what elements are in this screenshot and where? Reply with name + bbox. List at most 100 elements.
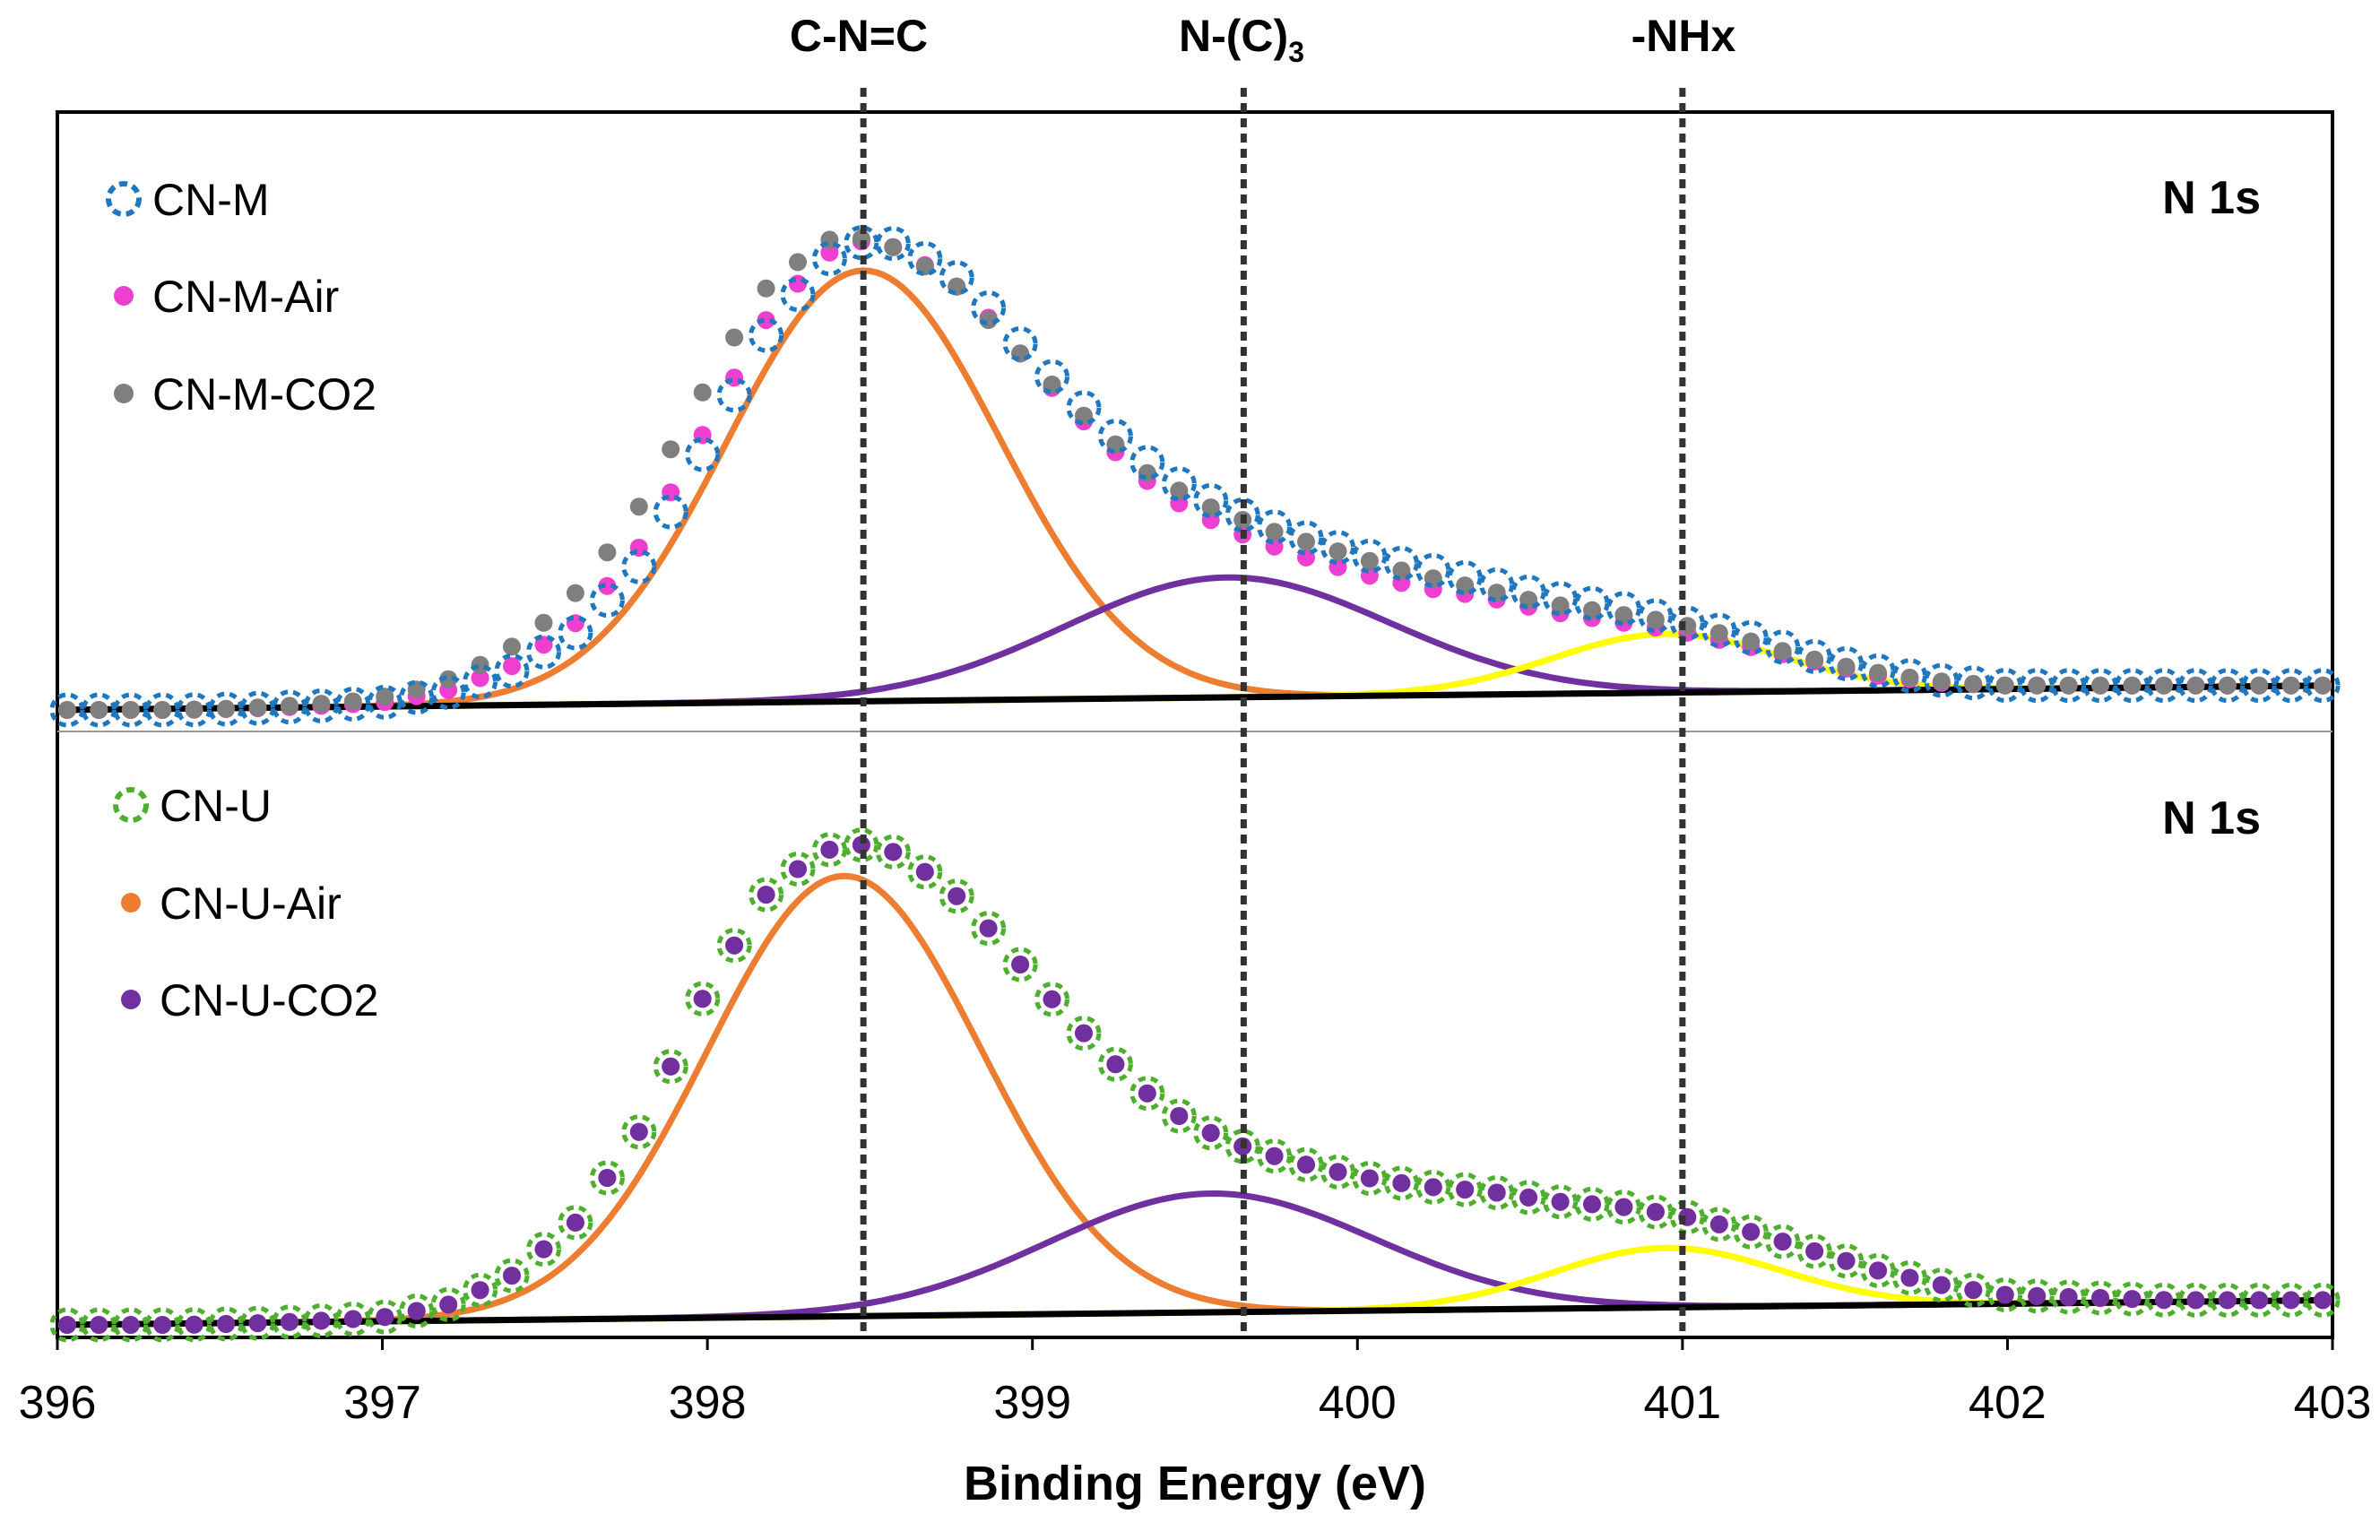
point-cn-m	[303, 688, 339, 723]
point-cn-m-co2	[2123, 676, 2142, 695]
point-cn-u	[1860, 1252, 1896, 1288]
point-cn-u	[2082, 1280, 2118, 1316]
point-cn-u-co2	[90, 1316, 108, 1334]
point-cn-m-co2	[2028, 676, 2047, 695]
point-cn-u	[1669, 1199, 1705, 1235]
data-markers	[49, 225, 2341, 1343]
point-cn-u-co2	[281, 1312, 299, 1331]
point-cn-m	[1733, 619, 1769, 655]
point-cn-m	[208, 691, 244, 727]
point-cn-m-air	[598, 576, 617, 595]
point-cn-m	[1352, 538, 1388, 574]
point-cn-u	[621, 1114, 657, 1150]
point-cn-m	[716, 377, 752, 413]
point-cn-m	[1701, 612, 1737, 648]
fit-curve-p2-1	[56, 872, 2333, 1328]
legend-label-cn-u-co2: CN-U-CO2	[160, 975, 378, 1025]
point-cn-m	[558, 615, 593, 651]
point-cn-m-co2	[2059, 676, 2078, 695]
point-cn-m-co2	[153, 701, 172, 719]
point-cn-u	[240, 1305, 275, 1341]
point-cn-m-co2	[471, 655, 489, 674]
ref-label-cnc: C-N=C	[790, 11, 928, 61]
point-cn-u	[1415, 1169, 1451, 1205]
point-cn-m	[685, 437, 721, 472]
point-cn-u-co2	[948, 887, 966, 905]
point-cn-u	[716, 928, 752, 964]
point-cn-m	[971, 290, 1007, 325]
point-cn-u-co2	[1995, 1285, 2014, 1304]
point-cn-m	[1320, 530, 1355, 566]
point-cn-u-co2	[1869, 1261, 1887, 1280]
point-cn-u-co2	[884, 843, 903, 861]
point-cn-m-air	[757, 311, 775, 330]
legend-label-cn-m-air: CN-M-Air	[152, 272, 339, 322]
point-cn-m	[2146, 668, 2182, 704]
point-cn-m-co2	[217, 699, 236, 718]
point-cn-u	[1225, 1129, 1260, 1164]
point-cn-m-air	[789, 274, 807, 293]
point-cn-u-co2	[2091, 1289, 2109, 1307]
reference-lines	[860, 88, 1686, 1337]
point-cn-m	[1415, 552, 1451, 588]
x-tick-label-400: 400	[1319, 1377, 1397, 1429]
point-cn-u	[1129, 1076, 1165, 1112]
point-cn-m-co2	[789, 253, 807, 272]
point-cn-u-co2	[376, 1308, 394, 1327]
point-cn-m	[1987, 668, 2023, 703]
point-cn-m-co2	[566, 584, 584, 602]
point-cn-u	[907, 854, 943, 890]
legend-item-cn-m-air: CN-M-Air	[114, 272, 339, 322]
point-cn-m	[1161, 466, 1197, 502]
point-cn-m-co2	[2281, 676, 2300, 695]
point-cn-m-co2	[1614, 606, 1633, 625]
point-cn-m	[1924, 662, 1960, 698]
point-cn-m	[2305, 668, 2341, 704]
point-cn-u	[1320, 1154, 1355, 1190]
ref-label-nhx: -NHx	[1631, 11, 1736, 61]
point-cn-u	[272, 1304, 307, 1340]
x-tick-label-402: 402	[1969, 1377, 2047, 1429]
point-cn-u-co2	[1646, 1203, 1665, 1221]
ref-label-nc3-main: N-(C)	[1179, 11, 1288, 61]
fit-components	[56, 267, 2333, 1328]
x-tick-label-399: 399	[993, 1377, 1071, 1429]
point-cn-m-co2	[439, 670, 458, 688]
point-cn-m-co2	[1932, 672, 1951, 691]
point-cn-m	[2082, 668, 2118, 704]
point-cn-m-co2	[725, 328, 744, 347]
point-cn-u	[2305, 1282, 2341, 1318]
point-cn-m	[2273, 668, 2309, 704]
legend-item-cn-u: CN-U	[113, 781, 272, 831]
point-cn-u	[526, 1232, 561, 1267]
point-cn-u-co2	[1297, 1155, 1315, 1174]
legend-label-cn-u-air: CN-U-Air	[160, 878, 342, 929]
point-cn-m-co2	[248, 698, 267, 717]
point-cn-u	[1891, 1260, 1927, 1295]
point-cn-u	[2177, 1282, 2213, 1318]
point-cn-u-co2	[693, 990, 712, 1008]
point-cn-u	[558, 1205, 593, 1241]
point-cn-u-co2	[1170, 1107, 1189, 1125]
point-cn-m-co2	[185, 700, 203, 719]
point-cn-u-co2	[1837, 1251, 1856, 1270]
point-cn-m	[1097, 419, 1133, 454]
point-cn-u	[875, 834, 911, 869]
point-cn-u	[1288, 1146, 1324, 1182]
point-cn-u-co2	[757, 886, 775, 904]
point-cn-u	[1066, 1016, 1102, 1051]
point-cn-u-co2	[1075, 1024, 1093, 1043]
point-cn-u-co2	[2218, 1291, 2237, 1310]
point-cn-m	[430, 675, 466, 710]
point-cn-m	[1288, 520, 1324, 556]
x-axis-title: Binding Energy (eV)	[964, 1457, 1426, 1510]
point-cn-u	[1701, 1207, 1737, 1242]
point-cn-u-co2	[629, 1122, 648, 1141]
point-cn-u	[2115, 1281, 2150, 1317]
legend-label-cn-m-co2: CN-M-CO2	[152, 369, 376, 420]
point-cn-m-co2	[1805, 650, 1824, 669]
point-cn-u	[2019, 1278, 2055, 1314]
legend-marker-cn-m	[106, 181, 142, 217]
ref-label-nc3: N-(C)3	[1179, 11, 1304, 68]
